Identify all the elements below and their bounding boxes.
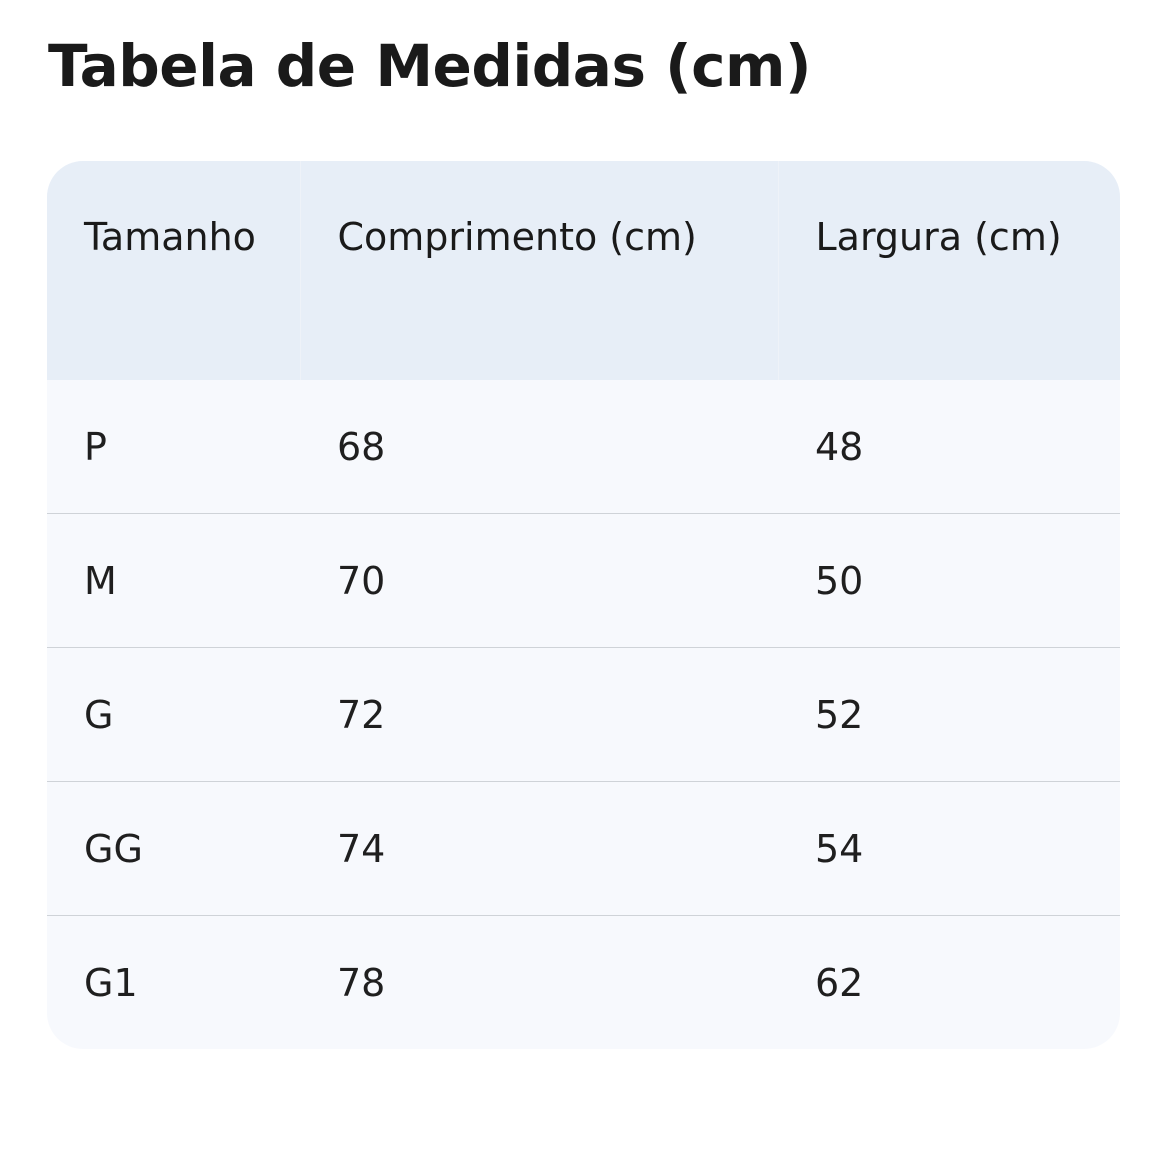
page-title: Tabela de Medidas (cm) (48, 32, 812, 100)
table-row: G1 78 62 (47, 915, 1120, 1049)
table-row: M 70 50 (47, 513, 1120, 648)
header-width: Largura (cm) (777, 161, 1120, 380)
table-row: G 72 52 (47, 647, 1120, 782)
table-header-row: Tamanho Comprimento (cm) Largura (cm) (47, 161, 1120, 380)
size-cell: GG (47, 781, 300, 916)
header-length: Comprimento (cm) (299, 161, 778, 380)
size-table-container: Tamanho Comprimento (cm) Largura (cm) P 6… (47, 161, 1120, 1049)
width-cell: 48 (815, 424, 864, 469)
length-cell: 72 (300, 647, 778, 782)
size-table: Tamanho Comprimento (cm) Largura (cm) P 6… (47, 161, 1120, 1049)
width-cell: 54 (778, 781, 1120, 916)
width-cell: 50 (778, 513, 1120, 648)
width-cell: 52 (778, 647, 1120, 782)
header-size: Tamanho (47, 161, 300, 380)
table-row: P 68 48 (47, 380, 1120, 514)
table-row: GG 74 54 (47, 781, 1120, 916)
width-cell: 62 (778, 915, 1120, 1049)
size-cell: P (84, 424, 107, 469)
size-cell: M (47, 513, 300, 648)
length-cell: 68 (337, 424, 386, 469)
size-cell: G (47, 647, 300, 782)
length-cell: 74 (300, 781, 778, 916)
size-cell: G1 (47, 915, 300, 1049)
length-cell: 70 (300, 513, 778, 648)
length-cell: 78 (300, 915, 778, 1049)
